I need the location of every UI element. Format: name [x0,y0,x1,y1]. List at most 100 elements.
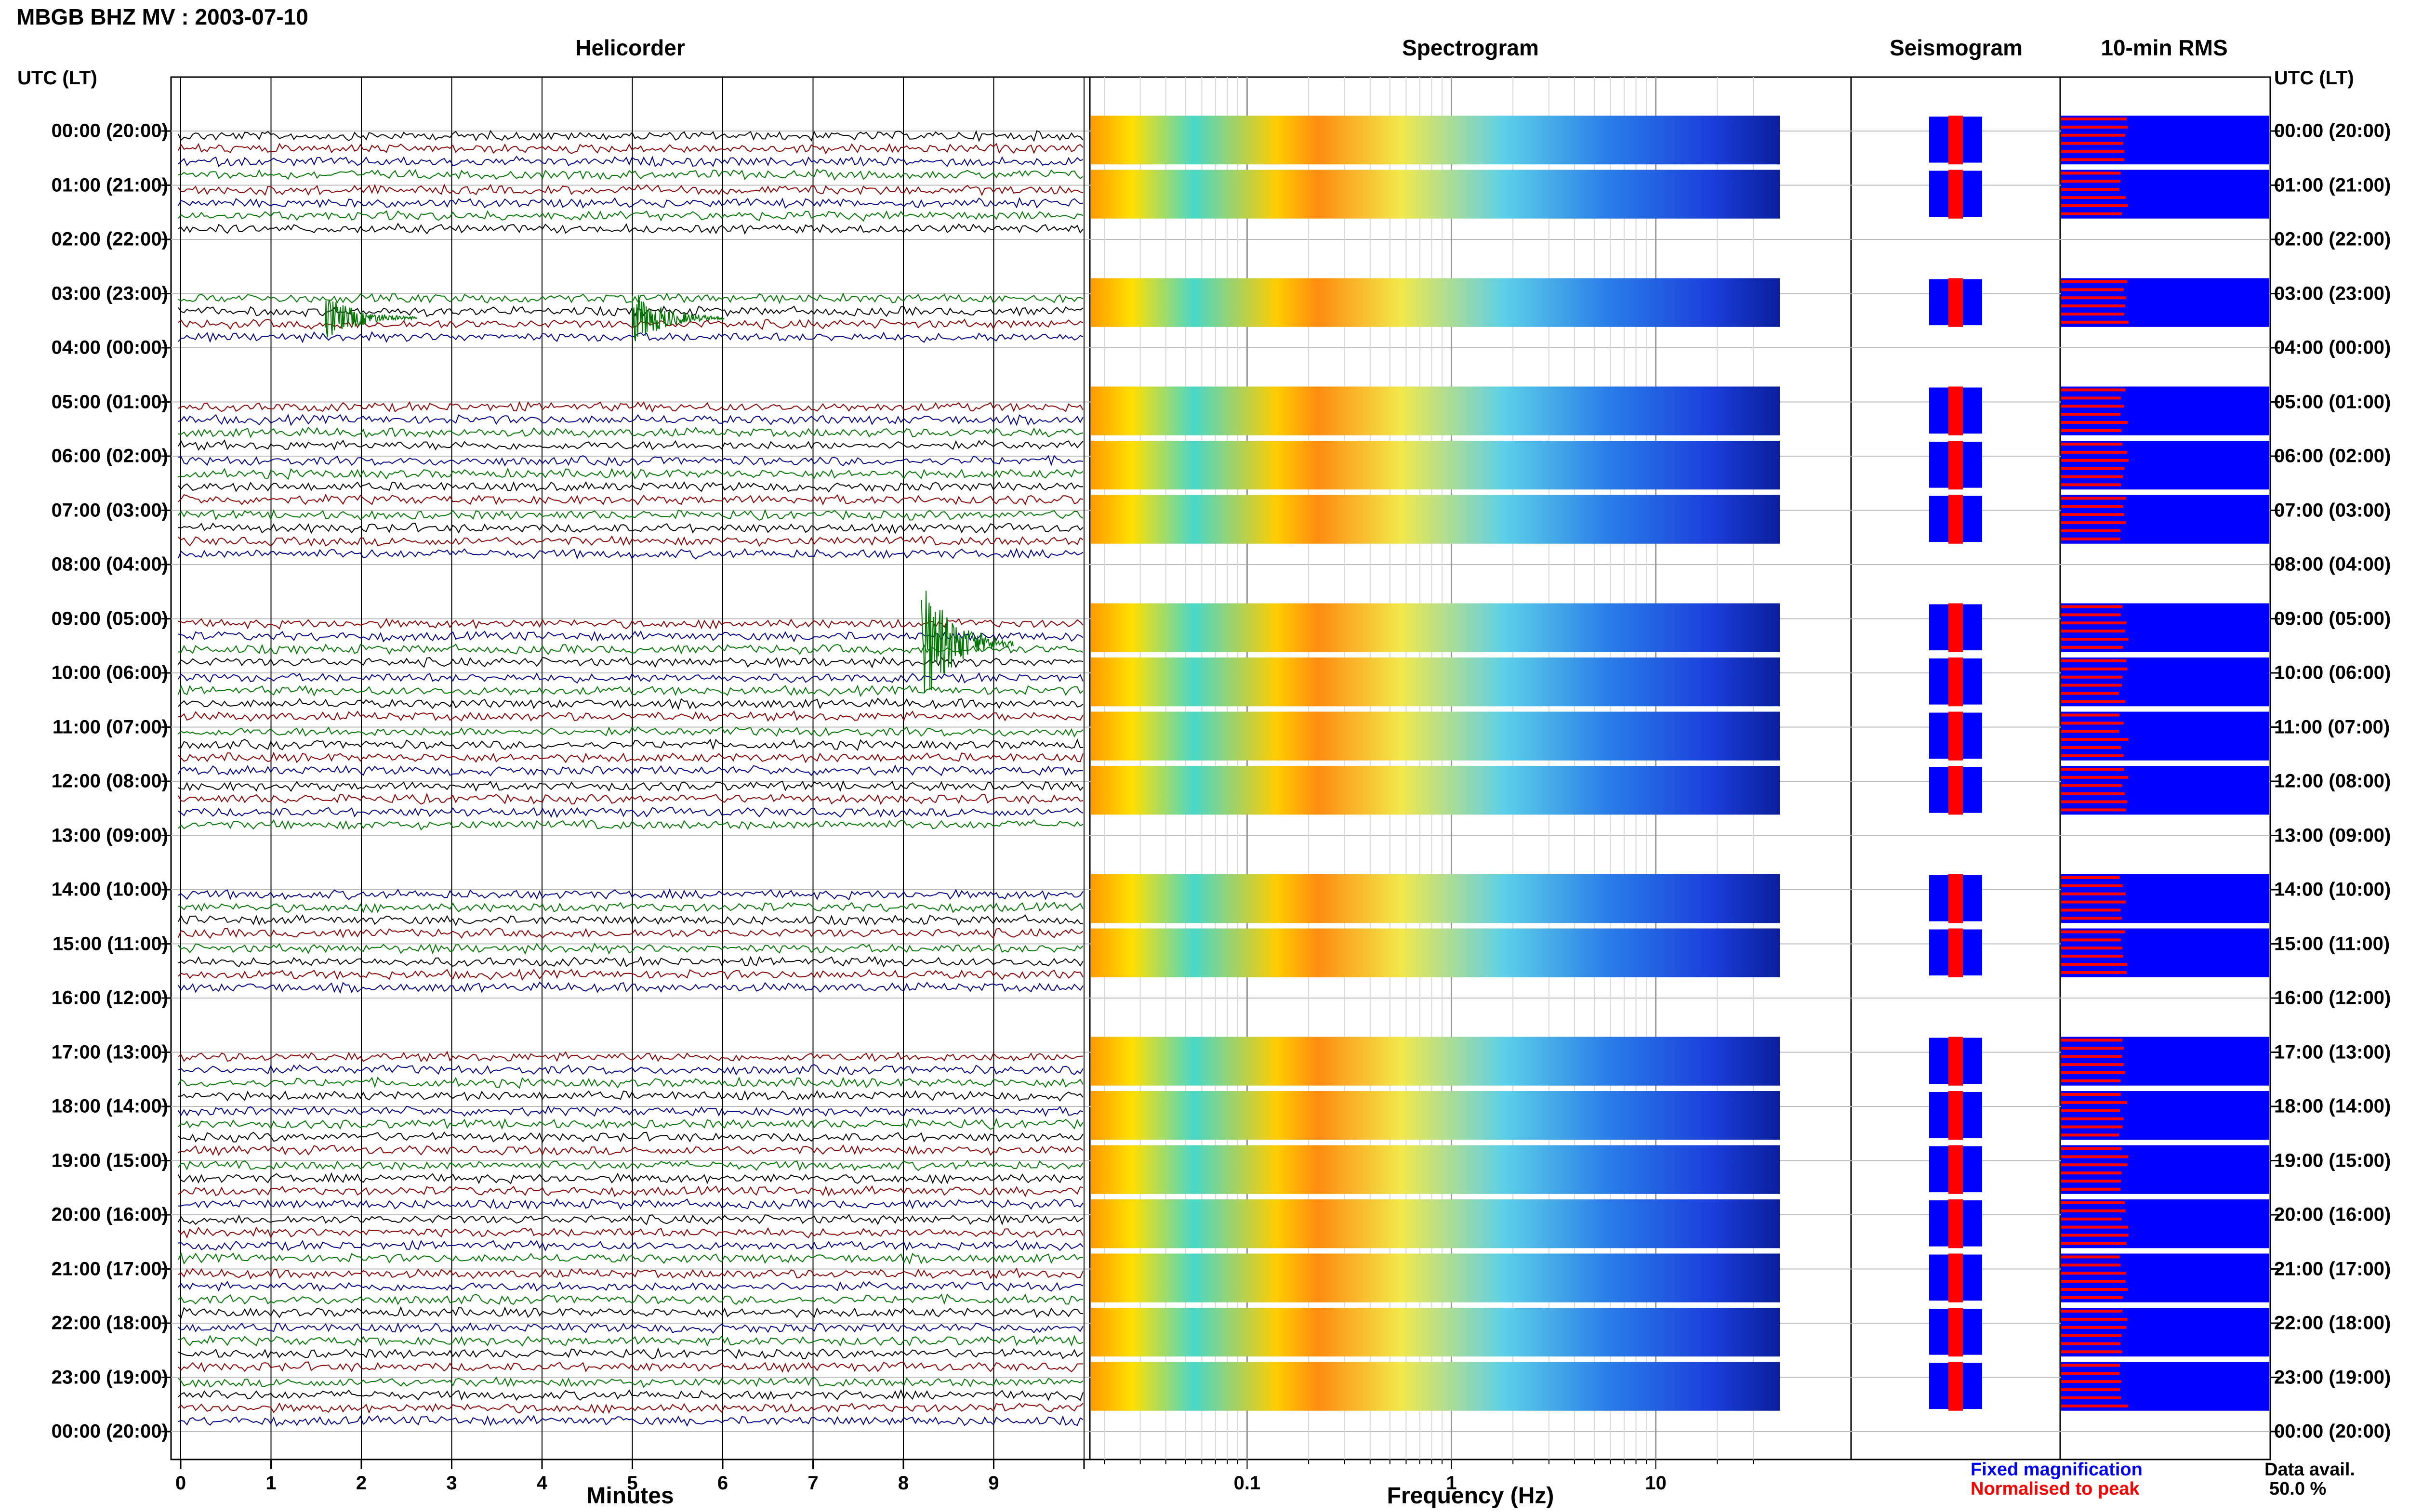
helicorder-trace [178,156,1084,168]
spectrogram-title: Spectrogram [1402,35,1539,60]
frequency-tick-label: 0.1 [1234,1473,1261,1494]
hour-label: 16:00 (12:00) [2274,987,2391,1009]
helicorder-trace [178,780,1084,792]
helicorder-trace [178,292,1084,304]
rms-normalised-bar [2061,288,2124,291]
helicorder-trace [178,1144,1084,1157]
rms-normalised-bar [2061,1147,2122,1150]
helicorder-trace [178,819,1084,831]
rms-normalised-bar [2061,1201,2125,1204]
rms-bar [2061,657,2269,707]
seismogram-normalised [1948,386,1963,435]
hour-label: 02:00 (22:00) [2274,228,2391,250]
hour-label: 09:00 (05:00) [51,608,168,629]
rms-bar [2061,1308,2269,1357]
rms-normalised-bar [2061,150,2125,153]
helicorder-trace [178,331,1084,343]
rms-normalised-bar [2061,118,2127,120]
hour-label: 04:00 (00:00) [51,337,168,358]
rms-normalised-bar [2061,692,2119,695]
hour-label: 10:00 (06:00) [51,662,168,684]
minute-tick-label: 4 [537,1473,548,1494]
spectrogram-band [1091,278,1780,327]
rms-normalised-bar [2061,158,2125,161]
rms-normalised-bar [2061,1217,2122,1221]
rms-normalised-bar [2061,746,2121,749]
rms-normalised-bar [2061,713,2120,717]
helicorder-trace [178,1267,1084,1280]
rms-normalised-bar [2061,738,2129,741]
hour-label: 13:00 (09:00) [2274,825,2391,846]
rms-normalised-bar [2061,754,2124,757]
page-title: MBGB BHZ MV : 2003-07-10 [16,4,308,29]
rms-normalised-bar [2061,730,2119,733]
minute-tick-label: 0 [175,1473,186,1494]
rms-normalised-bar [2061,1155,2129,1158]
rms-normalised-bar [2061,605,2123,608]
rms-normalised-bar [2061,396,2121,400]
rms-normalised-bar [2061,768,2124,771]
rms-normalised-bar [2061,475,2123,478]
rms-normalised-bar [2061,1071,2125,1074]
hour-label: 16:00 (12:00) [51,987,168,1009]
spectrogram-band [1091,1253,1780,1302]
rms-normalised-bar [2061,675,2122,679]
hour-label: 18:00 (14:00) [2274,1095,2391,1117]
rms-normalised-bar [2061,955,2123,958]
hour-label: 22:00 (18:00) [51,1312,168,1334]
minute-tick-label: 5 [627,1473,637,1494]
rms-normalised-bar [2061,613,2121,617]
rms-normalised-bar [2061,1180,2121,1183]
rms-bar [2061,495,2269,544]
rms-normalised-bar [2061,1280,2126,1283]
rms-normalised-bar [2061,900,2126,904]
helicorder-trace [178,981,1084,994]
rms-normalised-bar [2061,467,2125,470]
hour-label: 00:00 (20:00) [51,120,168,142]
hour-label: 14:00 (10:00) [51,879,168,900]
seismogram-normalised [1948,711,1963,761]
helicorder-trace [178,1159,1084,1171]
rms-bar [2061,278,2269,327]
seismogram-normalised [1948,874,1963,923]
rms-normalised-bar [2061,1263,2121,1267]
rms-normalised-bar [2061,1079,2121,1082]
helicorder-trace [178,914,1084,926]
helicorder-trace [178,697,1084,710]
rms-normalised-bar [2061,497,2126,500]
spectrogram-band [1091,711,1780,761]
rms-normalised-bar [2061,684,2122,687]
hour-label: 22:00 (18:00) [2274,1312,2391,1334]
event-waveform [632,295,725,342]
helicorder-trace [178,481,1084,493]
helicorder-trace [178,656,1084,669]
rms-normalised-bar [2061,125,2128,129]
rms-normalised-bar [2061,808,2126,812]
rms-normalised-bar [2061,313,2124,316]
hour-label: 11:00 (07:00) [52,716,168,737]
seismogram-normalised [1948,1362,1963,1411]
hour-label: 07:00 (03:00) [2274,500,2391,521]
rms-normalised-bar [2061,1047,2124,1050]
helicorder-trace [178,710,1084,722]
spectrogram-band [1091,1091,1780,1140]
spectrogram-band [1091,1362,1780,1411]
hour-label: 05:00 (01:00) [2274,391,2391,412]
helicorder-trace [178,968,1084,981]
minutes-axis-label: Minutes [586,1483,674,1509]
helicorder-trace [178,928,1084,939]
rms-title: 10-min RMS [2101,35,2228,60]
rms-normalised-bar [2061,1209,2126,1212]
helicorder-trace [178,223,1084,235]
hour-label: 02:00 (22:00) [51,228,168,250]
rms-normalised-bar [2061,917,2122,920]
data-availability-value: 50.0 % [2269,1479,2327,1499]
rms-normalised-bar [2061,529,2120,532]
minute-tick-label: 8 [898,1473,909,1494]
utc-header-right: UTC (LT) [2274,67,2354,89]
legend-normalised-to-peak: Normalised to peak [1971,1479,2140,1499]
rms-normalised-bar [2061,459,2129,462]
rms-normalised-bar [2061,1350,2122,1354]
hour-label: 00:00 (20:00) [51,1420,168,1442]
helicorder-trace [178,1064,1084,1076]
